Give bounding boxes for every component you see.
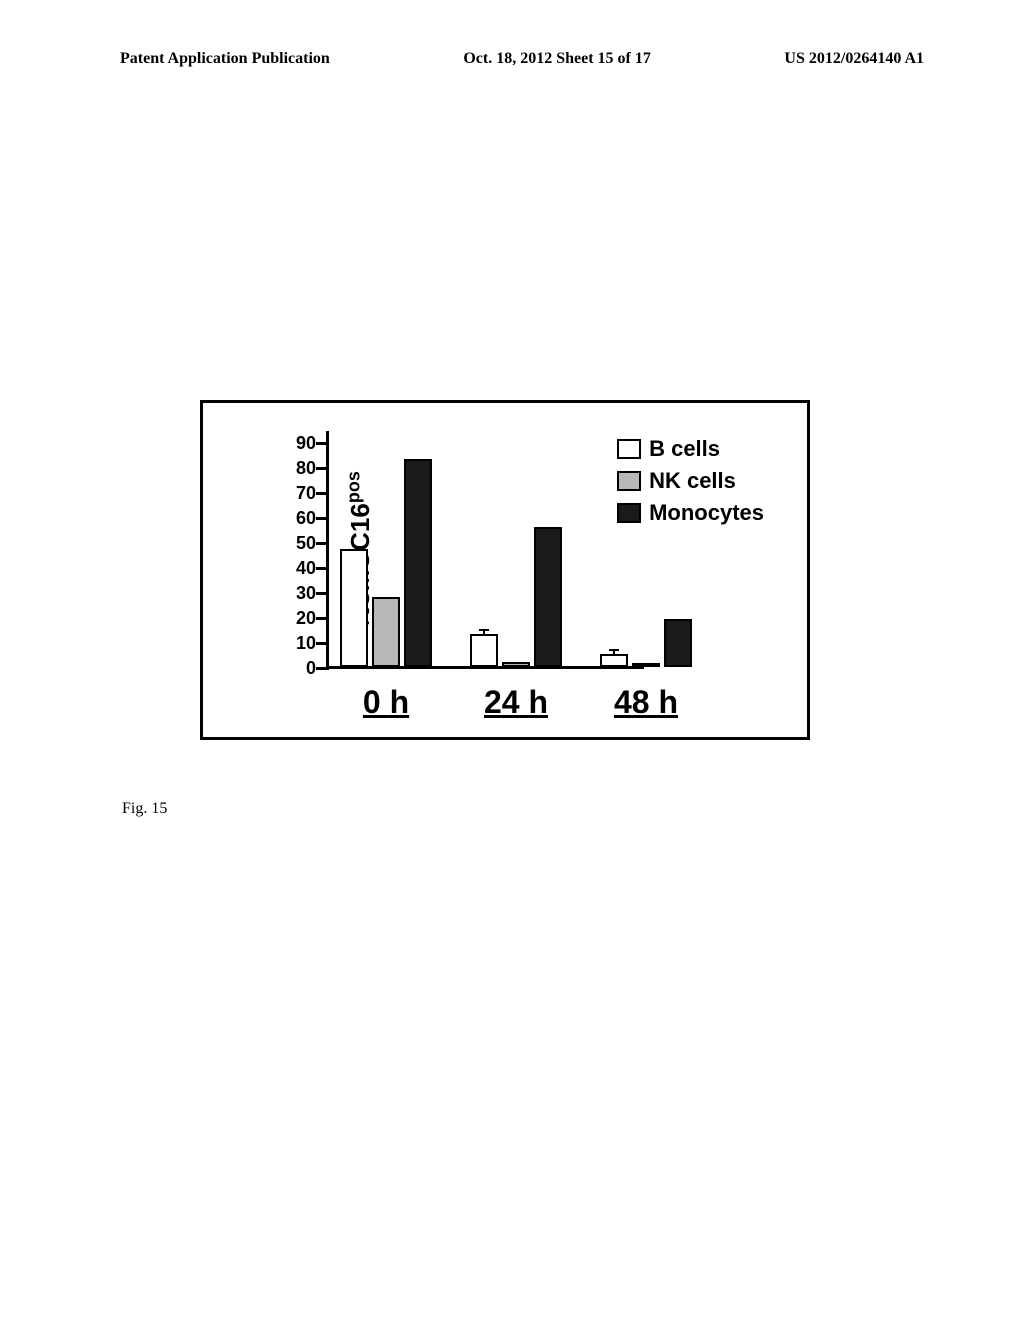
legend-label: Monocytes bbox=[649, 500, 764, 526]
y-tick-label: 60 bbox=[281, 508, 316, 529]
y-tick-label: 40 bbox=[281, 558, 316, 579]
x-group-label: 24 h bbox=[464, 684, 568, 721]
y-tick-label: 50 bbox=[281, 533, 316, 554]
bar bbox=[632, 663, 660, 667]
y-tick bbox=[316, 667, 329, 670]
plot-area: %sMUC16pos 0102030405060708090 0 h24 h48… bbox=[326, 431, 644, 669]
header-center: Oct. 18, 2012 Sheet 15 of 17 bbox=[463, 50, 651, 68]
legend-item: Monocytes bbox=[617, 500, 764, 526]
bar bbox=[600, 654, 628, 667]
bar bbox=[340, 549, 368, 667]
y-tick-label: 90 bbox=[281, 433, 316, 454]
x-group-label: 0 h bbox=[334, 684, 438, 721]
bar bbox=[404, 459, 432, 667]
figure-caption: Fig. 15 bbox=[122, 800, 167, 818]
legend-label: B cells bbox=[649, 436, 720, 462]
legend-item: NK cells bbox=[617, 468, 764, 494]
y-tick-label: 30 bbox=[281, 583, 316, 604]
y-tick-label: 10 bbox=[281, 633, 316, 654]
error-bar-cap bbox=[479, 629, 489, 631]
y-tick bbox=[316, 492, 329, 495]
bar bbox=[372, 597, 400, 667]
bar bbox=[502, 662, 530, 667]
header-left: Patent Application Publication bbox=[120, 50, 330, 68]
y-tick bbox=[316, 617, 329, 620]
bar bbox=[470, 634, 498, 667]
page-header: Patent Application Publication Oct. 18, … bbox=[0, 50, 1024, 68]
legend-label: NK cells bbox=[649, 468, 736, 494]
y-tick-label: 20 bbox=[281, 608, 316, 629]
legend-swatch bbox=[617, 471, 641, 491]
y-tick-label: 0 bbox=[281, 658, 316, 679]
y-tick bbox=[316, 592, 329, 595]
error-bar-cap bbox=[609, 649, 619, 651]
header-right: US 2012/0264140 A1 bbox=[784, 50, 924, 68]
legend-swatch bbox=[617, 503, 641, 523]
legend-item: B cells bbox=[617, 436, 764, 462]
y-tick-label: 70 bbox=[281, 483, 316, 504]
y-tick-label: 80 bbox=[281, 458, 316, 479]
x-group-label: 48 h bbox=[594, 684, 698, 721]
y-tick bbox=[316, 642, 329, 645]
bar bbox=[664, 619, 692, 667]
y-tick bbox=[316, 567, 329, 570]
y-tick bbox=[316, 542, 329, 545]
y-tick bbox=[316, 442, 329, 445]
legend: B cells NK cells Monocytes bbox=[617, 436, 764, 532]
bar bbox=[534, 527, 562, 667]
y-tick bbox=[316, 517, 329, 520]
y-tick bbox=[316, 467, 329, 470]
chart-frame: %sMUC16pos 0102030405060708090 0 h24 h48… bbox=[200, 400, 810, 740]
legend-swatch bbox=[617, 439, 641, 459]
chart-inner: %sMUC16pos 0102030405060708090 0 h24 h48… bbox=[221, 421, 789, 719]
